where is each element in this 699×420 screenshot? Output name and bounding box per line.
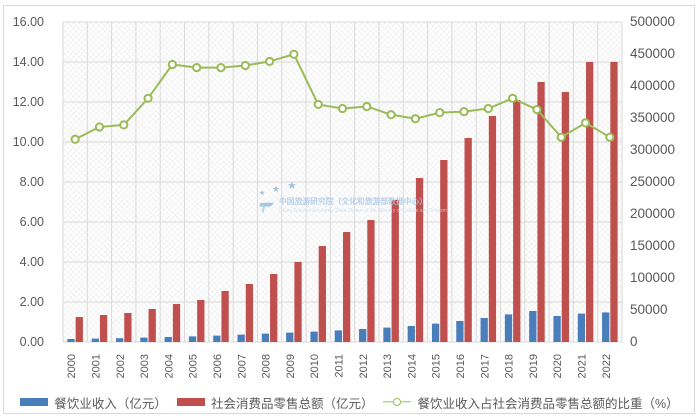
- svg-text:200000: 200000: [630, 206, 675, 221]
- svg-text:150000: 150000: [630, 238, 675, 253]
- svg-text:2022: 2022: [601, 354, 613, 378]
- svg-text:2015: 2015: [431, 354, 443, 378]
- svg-text:2019: 2019: [528, 354, 540, 378]
- svg-text:50000: 50000: [630, 302, 668, 317]
- svg-text:300000: 300000: [630, 142, 675, 157]
- svg-text:2006: 2006: [212, 354, 224, 378]
- svg-text:2010: 2010: [309, 354, 321, 378]
- svg-text:2009: 2009: [285, 354, 297, 378]
- svg-text:0.00: 0.00: [20, 335, 44, 349]
- svg-text:2.00: 2.00: [20, 295, 44, 309]
- svg-text:6.00: 6.00: [20, 215, 44, 229]
- svg-text:2021: 2021: [577, 354, 589, 378]
- svg-text:2016: 2016: [455, 354, 467, 378]
- svg-text:2001: 2001: [90, 354, 102, 378]
- svg-text:0: 0: [630, 334, 638, 349]
- svg-text:2013: 2013: [382, 354, 394, 378]
- svg-text:2007: 2007: [236, 354, 248, 378]
- svg-text:10.00: 10.00: [13, 135, 44, 149]
- svg-text:2011: 2011: [334, 354, 346, 378]
- svg-text:2018: 2018: [504, 354, 516, 378]
- svg-text:2017: 2017: [479, 354, 491, 378]
- svg-text:2003: 2003: [139, 354, 151, 378]
- svg-text:8.00: 8.00: [20, 175, 44, 189]
- svg-text:2000: 2000: [66, 354, 78, 378]
- svg-text:2004: 2004: [163, 354, 175, 378]
- svg-text:250000: 250000: [630, 174, 675, 189]
- svg-text:2014: 2014: [406, 354, 418, 378]
- svg-text:2020: 2020: [552, 354, 564, 378]
- svg-text:16.00: 16.00: [13, 15, 44, 29]
- svg-text:2008: 2008: [261, 354, 273, 378]
- svg-text:2012: 2012: [358, 354, 370, 378]
- svg-text:400000: 400000: [630, 78, 675, 93]
- svg-text:100000: 100000: [630, 270, 675, 285]
- svg-text:2002: 2002: [115, 354, 127, 378]
- svg-text:4.00: 4.00: [20, 255, 44, 269]
- svg-text:12.00: 12.00: [13, 95, 44, 109]
- svg-text:500000: 500000: [630, 14, 675, 29]
- svg-text:2005: 2005: [188, 354, 200, 378]
- svg-text:14.00: 14.00: [13, 55, 44, 69]
- svg-text:350000: 350000: [630, 110, 675, 125]
- svg-text:450000: 450000: [630, 46, 675, 61]
